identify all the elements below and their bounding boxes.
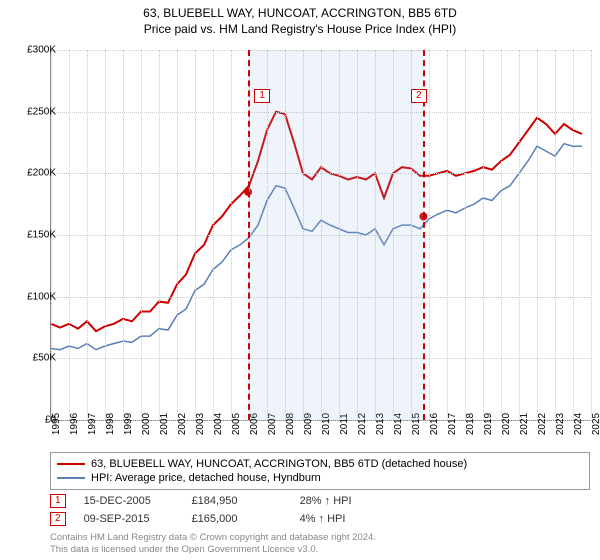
y-axis-label: £150K <box>27 230 56 241</box>
x-axis-label: 2016 <box>429 413 440 435</box>
datapoint-row: 1 15-DEC-2005 £184,950 28% ↑ HPI <box>50 492 590 510</box>
y-axis-label: £250K <box>27 106 56 117</box>
chart-subtitle: Price paid vs. HM Land Registry's House … <box>0 22 600 36</box>
chart-plot-area: 1995199619971998199920002001200220032004… <box>50 50 591 421</box>
x-axis-label: 2004 <box>213 413 224 435</box>
x-axis-label: 2023 <box>555 413 566 435</box>
x-axis-label: 2002 <box>177 413 188 435</box>
footer-line: This data is licensed under the Open Gov… <box>50 544 376 556</box>
datapoint-date: 15-DEC-2005 <box>84 495 174 507</box>
x-axis-label: 2018 <box>465 413 476 435</box>
x-axis-label: 2019 <box>483 413 494 435</box>
x-axis-label: 2005 <box>231 413 242 435</box>
datapoint-date: 09-SEP-2015 <box>84 513 174 525</box>
chart-marker-box: 1 <box>254 89 270 103</box>
legend-item: HPI: Average price, detached house, Hynd… <box>57 471 583 485</box>
x-axis-label: 1996 <box>69 413 80 435</box>
datapoint-marker: 1 <box>50 494 66 508</box>
y-axis-label: £100K <box>27 291 56 302</box>
datapoint-price: £165,000 <box>192 513 282 525</box>
legend-label: HPI: Average price, detached house, Hynd… <box>91 472 321 484</box>
y-axis-label: £200K <box>27 168 56 179</box>
title-block: 63, BLUEBELL WAY, HUNCOAT, ACCRINGTON, B… <box>0 0 600 36</box>
x-axis-label: 2000 <box>141 413 152 435</box>
legend-swatch <box>57 477 85 479</box>
legend-swatch <box>57 463 85 465</box>
datapoints-table: 1 15-DEC-2005 £184,950 28% ↑ HPI 2 09-SE… <box>50 492 590 528</box>
y-axis-label: £50K <box>33 353 56 364</box>
x-axis-label: 2025 <box>591 413 600 435</box>
x-axis-label: 2003 <box>195 413 206 435</box>
chart-container: 63, BLUEBELL WAY, HUNCOAT, ACCRINGTON, B… <box>0 0 600 560</box>
x-axis-label: 2022 <box>537 413 548 435</box>
datapoint-marker: 2 <box>50 512 66 526</box>
y-axis-label: £0 <box>45 415 56 426</box>
datapoint-price: £184,950 <box>192 495 282 507</box>
datapoint-delta: 4% ↑ HPI <box>300 513 390 525</box>
x-axis-label: 1999 <box>123 413 134 435</box>
footer-line: Contains HM Land Registry data © Crown c… <box>50 532 376 544</box>
x-axis-label: 2001 <box>159 413 170 435</box>
chart-title: 63, BLUEBELL WAY, HUNCOAT, ACCRINGTON, B… <box>0 6 600 20</box>
y-axis-label: £300K <box>27 45 56 56</box>
footer-text: Contains HM Land Registry data © Crown c… <box>50 532 376 556</box>
datapoint-row: 2 09-SEP-2015 £165,000 4% ↑ HPI <box>50 510 590 528</box>
datapoint-delta: 28% ↑ HPI <box>300 495 390 507</box>
x-axis-label: 2017 <box>447 413 458 435</box>
legend-item: 63, BLUEBELL WAY, HUNCOAT, ACCRINGTON, B… <box>57 457 583 471</box>
x-axis-label: 2021 <box>519 413 530 435</box>
x-axis-label: 2020 <box>501 413 512 435</box>
chart-marker-box: 2 <box>411 89 427 103</box>
legend-box: 63, BLUEBELL WAY, HUNCOAT, ACCRINGTON, B… <box>50 452 590 490</box>
legend-label: 63, BLUEBELL WAY, HUNCOAT, ACCRINGTON, B… <box>91 458 467 470</box>
x-axis-label: 1998 <box>105 413 116 435</box>
x-axis-label: 1997 <box>87 413 98 435</box>
x-axis-label: 2024 <box>573 413 584 435</box>
